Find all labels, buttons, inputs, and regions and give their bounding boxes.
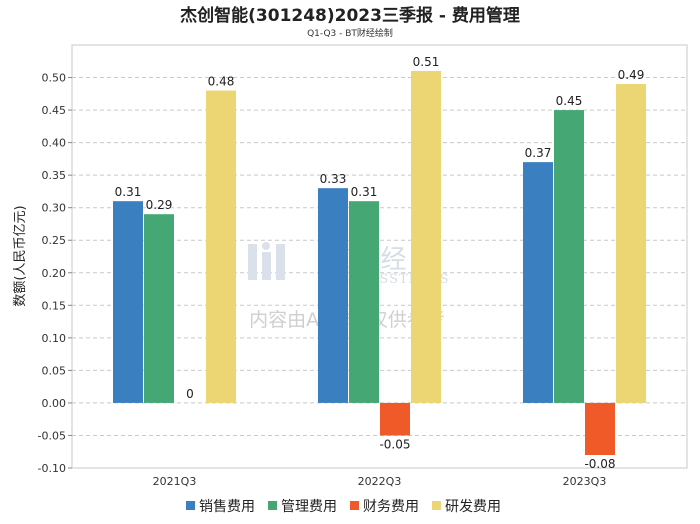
data-label: 0.49	[618, 68, 645, 82]
data-label: 0.31	[351, 185, 378, 199]
data-label: 0.51	[413, 55, 440, 69]
data-label: 0.31	[115, 185, 142, 199]
y-axis-ticks: -0.10 -0.05 0.00 0.05 0.10 0.15 0.20 0.25 0.30 0.…	[38, 72, 72, 475]
data-label: 0.33	[320, 172, 347, 186]
data-label: 0.37	[525, 146, 552, 160]
bar	[318, 188, 348, 403]
y-tick-label: 0.20	[42, 267, 67, 280]
legend-label: 管理费用	[281, 499, 337, 515]
y-tick-label: 0.00	[42, 397, 67, 410]
y-axis-label: 数额(人民币亿元)	[13, 205, 28, 306]
bar	[113, 201, 143, 403]
y-tick-label: 0.35	[42, 169, 67, 182]
bar	[554, 110, 584, 403]
bars	[113, 71, 646, 455]
y-tick-label: 0.25	[42, 234, 67, 247]
y-tick-label: 0.30	[42, 202, 67, 215]
data-label: 0.29	[146, 198, 173, 212]
legend-swatch	[186, 501, 195, 510]
data-labels: 0.31 0.29 0 0.48 0.33 0.31 -0.05 0.51 0.37 0.45 -0…	[115, 55, 645, 471]
bar	[616, 84, 646, 403]
x-axis-ticks: 2021Q3 2022Q3 2023Q3	[153, 475, 607, 488]
watermark-logo-icon	[248, 242, 285, 280]
bar	[523, 162, 553, 403]
data-label: -0.05	[379, 437, 410, 451]
bar	[144, 214, 174, 403]
y-tick-label: 0.40	[42, 137, 67, 150]
bar	[411, 71, 441, 403]
legend-label: 财务费用	[363, 499, 419, 515]
legend-label: 销售费用	[199, 499, 255, 515]
chart-subtitle: Q1-Q3 - BT财经绘制	[307, 27, 393, 39]
legend: 销售费用 管理费用 财务费用 研发费用	[186, 499, 501, 515]
data-label: 0.48	[208, 75, 235, 89]
legend-swatch	[350, 501, 359, 510]
bar	[585, 402, 615, 455]
chart-title: 杰创智能(301248)2023三季报 - 费用管理	[180, 5, 520, 26]
x-tick-label: 2021Q3	[153, 475, 197, 488]
bar	[349, 201, 379, 403]
legend-label: 研发费用	[445, 499, 501, 515]
legend-swatch	[268, 501, 277, 510]
y-tick-label: 0.10	[42, 332, 67, 345]
data-label: -0.08	[584, 457, 615, 471]
data-label: 0.45	[556, 94, 583, 108]
bar	[380, 402, 410, 436]
data-label: 0	[186, 387, 194, 401]
y-tick-label: 0.50	[42, 72, 67, 85]
y-tick-label: -0.05	[38, 429, 66, 442]
y-tick-label: -0.10	[38, 462, 66, 475]
y-tick-label: 0.05	[42, 364, 67, 377]
legend-swatch	[432, 501, 441, 510]
x-tick-label: 2022Q3	[358, 475, 402, 488]
plot-area	[71, 44, 688, 469]
gridlines	[72, 77, 687, 469]
x-tick-label: 2023Q3	[563, 475, 607, 488]
y-tick-label: 0.45	[42, 104, 67, 117]
y-tick-label: 0.15	[42, 299, 67, 312]
bar	[206, 90, 236, 403]
